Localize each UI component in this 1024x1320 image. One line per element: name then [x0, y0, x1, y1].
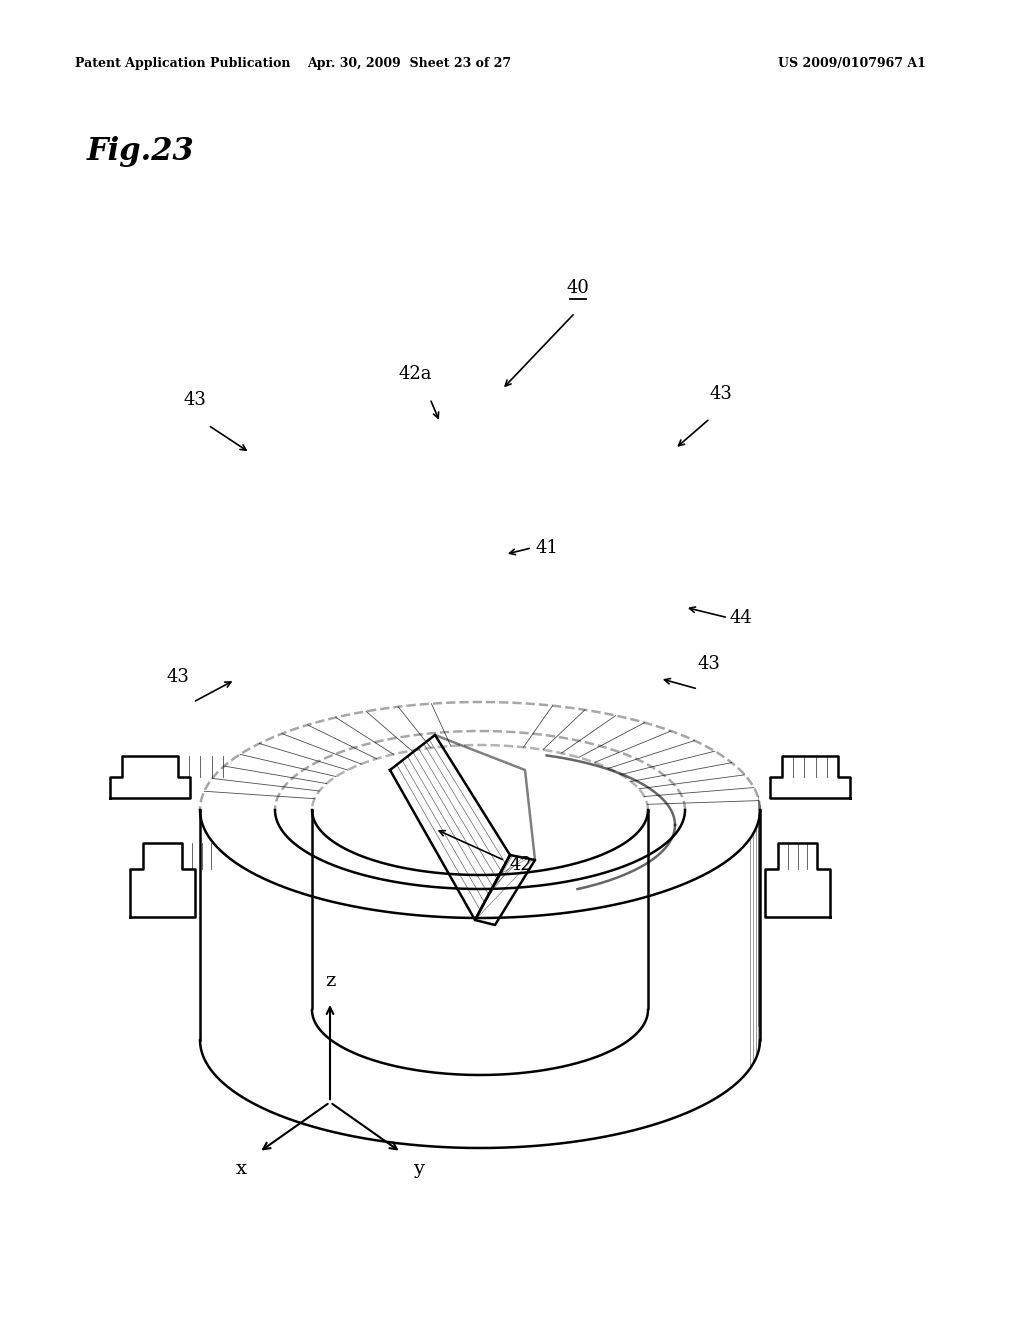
Text: 43: 43 — [710, 384, 733, 403]
Text: 43: 43 — [698, 655, 721, 673]
Text: Fig.23: Fig.23 — [87, 136, 195, 168]
Text: Apr. 30, 2009  Sheet 23 of 27: Apr. 30, 2009 Sheet 23 of 27 — [307, 57, 512, 70]
Text: 42a: 42a — [398, 364, 432, 383]
Text: 40: 40 — [566, 279, 590, 297]
Text: 42: 42 — [510, 855, 532, 874]
Text: 43: 43 — [167, 668, 189, 686]
Text: Patent Application Publication: Patent Application Publication — [75, 57, 290, 70]
Text: z: z — [325, 973, 335, 990]
Text: y: y — [413, 1160, 424, 1179]
Text: 41: 41 — [535, 539, 558, 557]
Text: 44: 44 — [730, 609, 753, 627]
Text: 43: 43 — [183, 391, 207, 409]
Text: x: x — [236, 1160, 247, 1179]
Text: US 2009/0107967 A1: US 2009/0107967 A1 — [778, 57, 926, 70]
